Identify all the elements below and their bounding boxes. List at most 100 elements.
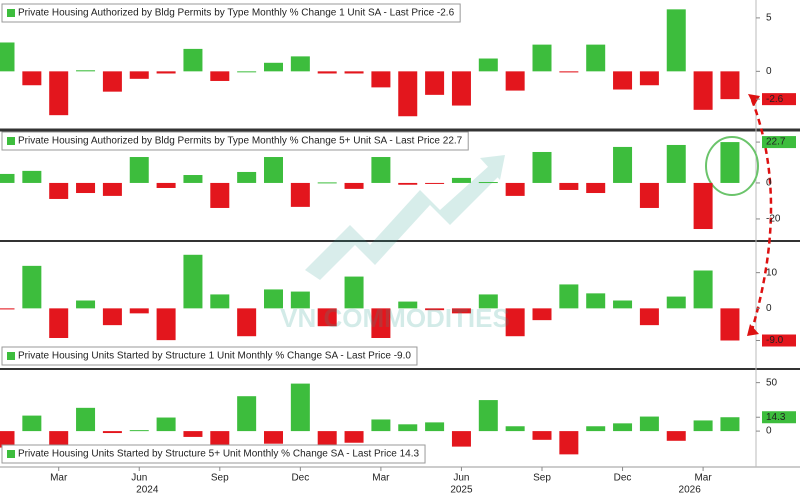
- bar: [451, 308, 471, 314]
- year-label: 2024: [136, 485, 159, 496]
- bar: [559, 182, 579, 190]
- bar: [183, 48, 203, 72]
- bar: [317, 308, 337, 327]
- bar: [559, 284, 579, 309]
- bar: [613, 423, 633, 432]
- legend-box: [1, 444, 426, 464]
- bar: [290, 383, 310, 432]
- bar: [76, 182, 96, 194]
- legend-swatch: [7, 137, 15, 145]
- bar: [183, 431, 203, 437]
- bar: [49, 182, 69, 199]
- legend: Private Housing Authorized by Bldg Permi…: [1, 3, 461, 23]
- bar: [720, 417, 740, 432]
- bar: [76, 300, 96, 309]
- bar: [237, 396, 257, 432]
- bar: [371, 419, 391, 432]
- bar: [532, 431, 552, 440]
- bar: [264, 289, 283, 309]
- y-tick-label: 10: [766, 267, 778, 278]
- x-tick-label: Jun: [453, 473, 469, 484]
- bar: [666, 144, 686, 183]
- bar: [317, 71, 337, 74]
- y-tick-label: 5: [766, 13, 772, 24]
- bar: [478, 294, 498, 309]
- bar: [0, 42, 15, 72]
- bar: [559, 431, 579, 455]
- bar: [22, 415, 42, 432]
- bar: [505, 426, 525, 432]
- bar: [613, 300, 633, 309]
- bar: [398, 71, 418, 117]
- watermark-logo: [305, 155, 505, 280]
- x-tick-label: Dec: [614, 473, 632, 484]
- x-tick-label: Mar: [372, 473, 390, 484]
- legend-label: Private Housing Authorized by Bldg Permi…: [18, 8, 455, 19]
- bar: [156, 71, 176, 74]
- bar: [183, 175, 203, 183]
- bar: [264, 62, 283, 72]
- bar: [102, 182, 122, 196]
- bar: [451, 177, 471, 183]
- bar: [102, 308, 122, 326]
- legend-label: Private Housing Units Started by Structu…: [18, 351, 411, 362]
- legend: Private Housing Authorized by Bldg Permi…: [1, 131, 469, 151]
- x-tick-label: Jun: [131, 473, 147, 484]
- bar: [693, 182, 713, 230]
- bar: [639, 308, 659, 326]
- y-tick-label: 0: [766, 178, 772, 189]
- bar: [156, 182, 176, 188]
- bar: [22, 265, 42, 309]
- bar: [290, 291, 310, 309]
- x-tick-label: Sep: [533, 473, 551, 484]
- bar: [371, 157, 391, 183]
- legend-swatch: [7, 352, 15, 360]
- bar: [371, 71, 391, 88]
- bar: [505, 71, 525, 91]
- bar: [0, 308, 15, 310]
- x-tick-label: Mar: [694, 473, 712, 484]
- y-tick-label: 50: [766, 377, 778, 388]
- y-tick-label: 0: [766, 66, 772, 77]
- bar: [76, 70, 96, 72]
- bar: [425, 422, 445, 432]
- bar: [49, 431, 69, 445]
- bar: [210, 182, 230, 208]
- bar: [398, 182, 418, 185]
- bar: [49, 308, 69, 338]
- y-tick-label: -9.0: [766, 335, 784, 346]
- bar: [129, 430, 149, 432]
- annotation-arrow: [750, 99, 773, 331]
- bar: [613, 146, 633, 183]
- bar: [505, 308, 525, 337]
- bar: [478, 182, 498, 184]
- bar: [183, 254, 203, 309]
- legend-box: [1, 131, 469, 151]
- bar: [210, 294, 230, 309]
- bar: [102, 431, 122, 434]
- bar: [639, 182, 659, 208]
- y-tick-label: -2.6: [766, 94, 784, 105]
- bar: [720, 308, 740, 341]
- bar: [398, 424, 418, 432]
- bar: [129, 71, 149, 79]
- y-tick-label: 0: [766, 426, 772, 437]
- legend-box: [1, 346, 418, 366]
- bar: [586, 293, 606, 309]
- bar: [22, 71, 42, 86]
- bar: [129, 308, 149, 314]
- bar: [666, 431, 686, 441]
- last-price-box: [762, 411, 796, 424]
- bar: [76, 407, 96, 432]
- bar: [425, 71, 445, 95]
- bar: [0, 431, 15, 448]
- bar: [559, 71, 579, 73]
- bar: [371, 308, 391, 338]
- bar: [532, 44, 552, 72]
- bar: [720, 71, 740, 100]
- y-tick-label: 0: [766, 303, 772, 314]
- y-tick-label: 14.3: [766, 412, 786, 423]
- last-price-box: [762, 93, 796, 106]
- bar: [586, 426, 606, 432]
